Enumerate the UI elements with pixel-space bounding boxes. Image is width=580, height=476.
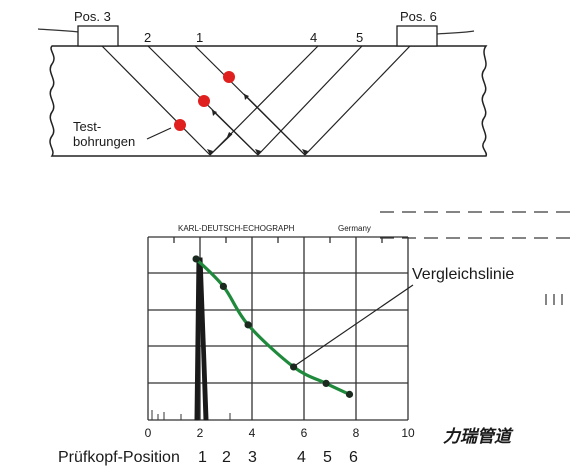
beam-label-4: 4 bbox=[310, 30, 317, 45]
position-number: 4 bbox=[297, 449, 306, 466]
comparison-curve bbox=[194, 257, 352, 396]
beam-label-5: 5 bbox=[356, 30, 363, 45]
curve-point bbox=[322, 379, 330, 387]
curve-label-leader bbox=[292, 284, 414, 368]
drill-hole bbox=[223, 71, 235, 83]
curve-point bbox=[219, 282, 227, 291]
drill-hole bbox=[174, 119, 186, 131]
beam-label-2: 2 bbox=[144, 30, 151, 45]
screen-brand: Germany bbox=[338, 224, 371, 233]
position-number: 1 bbox=[198, 449, 207, 466]
x-tick-label: 10 bbox=[401, 426, 415, 440]
curve-points bbox=[192, 255, 354, 398]
x-tick-label: 6 bbox=[301, 426, 308, 440]
x-axis-ticks: 0 2 4 6 8 10 bbox=[145, 426, 415, 440]
echograph-screen: KARL-DEUTSCH-ECHOGRAPH Germany Vergleich… bbox=[145, 211, 570, 440]
position-number: 6 bbox=[349, 449, 358, 466]
x-tick-label: 0 bbox=[145, 426, 152, 440]
position-number: 3 bbox=[248, 449, 257, 466]
curve-point bbox=[244, 321, 252, 329]
position-caption: Prüfkopf-Position bbox=[58, 449, 180, 466]
test-drillings bbox=[174, 71, 235, 131]
drill-hole bbox=[198, 95, 210, 107]
probe-right-label: Pos. 6 bbox=[400, 9, 437, 24]
echo-peak bbox=[194, 257, 209, 421]
screen-title: KARL-DEUTSCH-ECHOGRAPH bbox=[178, 224, 295, 233]
dashed-marks bbox=[380, 211, 570, 305]
drill-label-leader bbox=[146, 127, 172, 140]
screen-grid bbox=[147, 236, 409, 421]
x-tick-label: 8 bbox=[353, 426, 360, 440]
arrowheads bbox=[207, 94, 308, 155]
x-tick-label: 2 bbox=[197, 426, 204, 440]
curve-point bbox=[192, 255, 200, 263]
beam-label-1: 1 bbox=[196, 30, 203, 45]
watermark: 力瑞管道 bbox=[443, 427, 514, 446]
position-number: 5 bbox=[323, 449, 332, 466]
baseline-noise bbox=[151, 410, 231, 420]
probe-left bbox=[77, 25, 119, 47]
probe-right bbox=[396, 25, 438, 47]
position-number: 2 bbox=[222, 449, 231, 466]
probe-left-label: Pos. 3 bbox=[74, 9, 111, 24]
x-tick-label: 4 bbox=[249, 426, 256, 440]
drill-label-line2: bohrungen bbox=[73, 134, 135, 149]
drill-label-line1: Test- bbox=[73, 119, 101, 134]
test-block bbox=[37, 25, 488, 157]
curve-point bbox=[345, 390, 354, 398]
curve-label: Vergleichslinie bbox=[412, 266, 514, 283]
